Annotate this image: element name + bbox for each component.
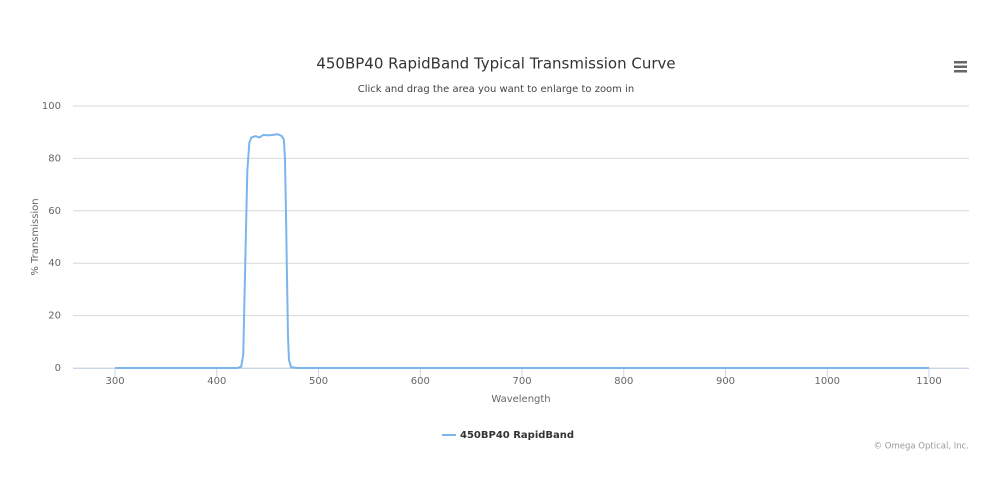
y-tick-label: 80 bbox=[48, 153, 61, 164]
x-tick-label: 700 bbox=[512, 376, 531, 387]
menu-bar bbox=[954, 70, 967, 73]
chart-title: 450BP40 RapidBand Typical Transmission C… bbox=[316, 55, 675, 73]
x-tick-label: 800 bbox=[614, 376, 633, 387]
y-tick-label: 20 bbox=[48, 311, 61, 322]
credits: © Omega Optical, Inc. bbox=[874, 442, 969, 452]
x-tick-label: 900 bbox=[716, 376, 735, 387]
x-tick-label: 1100 bbox=[916, 376, 941, 387]
x-tick-label: 400 bbox=[207, 376, 226, 387]
series-line bbox=[115, 133, 930, 369]
menu-bar bbox=[954, 65, 967, 68]
y-tick-label: 60 bbox=[48, 206, 61, 217]
y-tick-label: 0 bbox=[55, 363, 61, 374]
x-tick-label: 600 bbox=[411, 376, 430, 387]
x-tick-label: 300 bbox=[105, 376, 124, 387]
x-axis-title: Wavelength bbox=[491, 394, 550, 405]
legend-item[interactable]: 450BP40 RapidBand bbox=[442, 430, 574, 441]
menu-bar bbox=[954, 61, 967, 64]
y-tick-label: 40 bbox=[48, 258, 61, 269]
chart-subtitle: Click and drag the area you want to enla… bbox=[358, 84, 634, 95]
menu-button[interactable] bbox=[950, 56, 972, 76]
legend-label[interactable]: 450BP40 RapidBand bbox=[460, 430, 574, 441]
x-tick-label: 500 bbox=[309, 376, 328, 387]
x-tick-label: 1000 bbox=[815, 376, 840, 387]
y-axis-title: % Transmission bbox=[30, 198, 41, 275]
y-tick-label: 100 bbox=[42, 101, 61, 112]
